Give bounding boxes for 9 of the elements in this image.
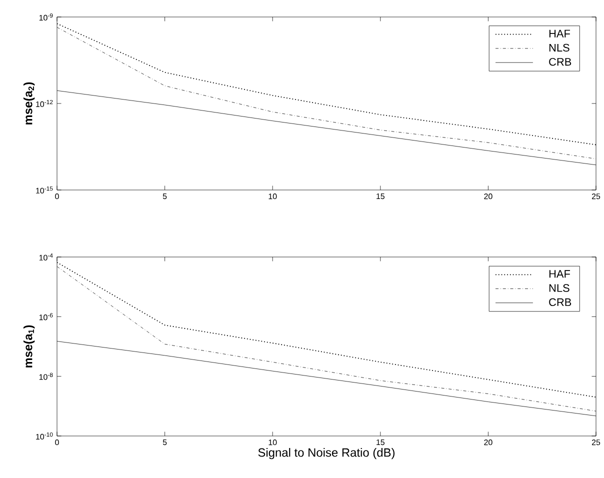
legend-label: HAF <box>549 30 570 38</box>
text: mse(a$_{1}$) <box>24 325 35 368</box>
text: mse(a$_{2}$) <box>24 82 35 124</box>
legend-label: NLS <box>549 284 570 292</box>
x-axis-title: Signal to Noise Ratio (dB) <box>258 448 395 460</box>
legend-label: CRB <box>549 58 572 66</box>
legend-label: HAF <box>549 270 570 278</box>
legend-label: CRB <box>549 298 572 306</box>
legend-label: NLS <box>549 44 570 52</box>
